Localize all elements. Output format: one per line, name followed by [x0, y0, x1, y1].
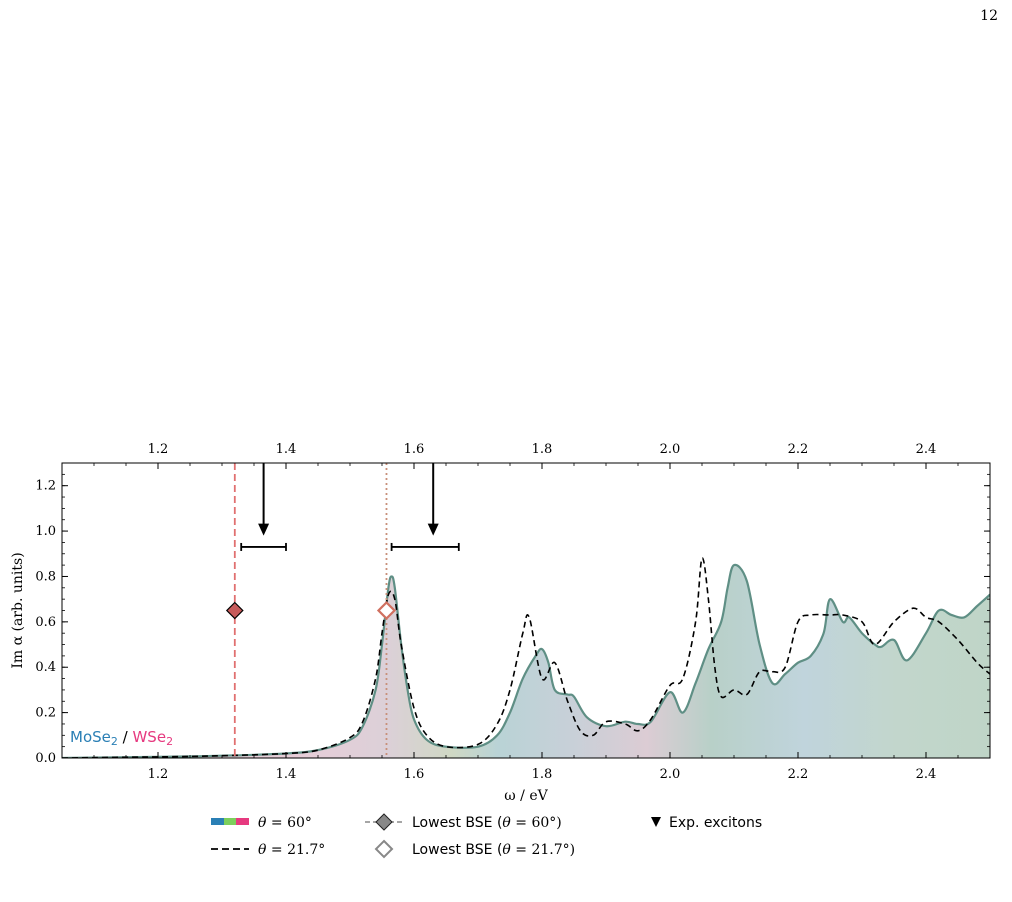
legend-theta: θ [502, 815, 511, 831]
legend-theta: θ [502, 842, 511, 858]
material-mose2-sub: 2 [111, 735, 118, 748]
x-tick-label-top: 1.6 [404, 442, 425, 457]
y-axis-title: Im α (arb. units) [10, 552, 26, 668]
x-tick-label-top: 1.8 [532, 442, 553, 457]
x-axis-title: ω / eV [504, 788, 548, 804]
legend-theta-value: = 21.7° [266, 842, 325, 858]
exp-exciton-arrow-head-1 [258, 523, 270, 536]
x-tick-label: 1.4 [276, 767, 297, 782]
legend-swatch-mose2 [211, 818, 224, 825]
x-tick-label: 2.2 [788, 767, 809, 782]
material-label: MoSe2 / WSe2 [70, 728, 173, 748]
legend-label-bse60: Lowest BSE (θ = 60°) [412, 815, 562, 831]
y-tick-label: 0.0 [35, 751, 56, 766]
legend-theta-value: = 21.7°) [511, 842, 575, 858]
legend-theta: θ [258, 815, 267, 831]
x-tick-label: 1.2 [148, 767, 169, 782]
legend-bse-text: Lowest BSE ( [412, 842, 502, 858]
y-tick-label: 1.0 [35, 524, 56, 539]
legend-swatch-mixed [224, 818, 236, 825]
x-tick-label-top: 2.2 [788, 442, 809, 457]
y-tick-label: 0.8 [35, 569, 56, 584]
material-wse2-sub: 2 [166, 735, 173, 748]
series-theta60-fill [62, 564, 990, 758]
legend: θ = 60°θ = 21.7°Lowest BSE (θ = 60°)Lowe… [211, 813, 762, 859]
legend-label-theta60: θ = 60° [258, 815, 312, 831]
bse-marker-theta60 [225, 601, 244, 620]
plot-clip-group [62, 463, 990, 758]
y-tick-label: 0.4 [35, 660, 56, 675]
page-number: 12 [980, 8, 998, 24]
legend-label-exp: Exp. excitons [669, 815, 762, 831]
y-tick-label: 0.2 [35, 706, 56, 721]
material-mose2: MoSe [70, 728, 111, 746]
series-theta21-line [62, 557, 990, 758]
legend-theta-value: = 60°) [511, 815, 562, 831]
exp-exciton-arrow-head-2 [427, 523, 439, 536]
y-tick-label: 1.2 [35, 479, 56, 494]
x-tick-label-top: 1.4 [276, 442, 297, 457]
legend-exp-marker [651, 817, 661, 827]
legend-label-theta21: θ = 21.7° [258, 842, 325, 858]
x-tick-label: 1.8 [532, 767, 553, 782]
legend-theta: θ [258, 842, 267, 858]
x-tick-label: 2.4 [916, 767, 937, 782]
legend-bse21-marker [374, 839, 394, 859]
x-tick-label-top: 2.0 [660, 442, 681, 457]
legend-bse60-marker [375, 813, 393, 831]
material-wse2: WSe [132, 728, 166, 746]
bse-marker-theta21 [376, 600, 397, 621]
legend-label-bse21: Lowest BSE (θ = 21.7°) [412, 842, 575, 858]
x-tick-label-top: 1.2 [148, 442, 169, 457]
legend-bse-text: Lowest BSE ( [412, 815, 502, 831]
legend-swatch-wse2 [236, 818, 249, 825]
legend-theta-value: = 60° [266, 815, 311, 831]
axes: 1.2 1.2 1.4 1.4 1.6 1.6 1.8 1.8 2.0 2.0 2.2 2.2 2.4 2… [10, 442, 991, 804]
series-theta60-line [62, 563, 990, 758]
x-tick-label: 1.6 [404, 767, 425, 782]
x-tick-label: 2.0 [660, 767, 681, 782]
y-tick-label: 0.6 [35, 615, 56, 630]
plot-area [62, 463, 990, 758]
x-tick-label-top: 2.4 [916, 442, 937, 457]
material-sep: / [118, 728, 133, 746]
